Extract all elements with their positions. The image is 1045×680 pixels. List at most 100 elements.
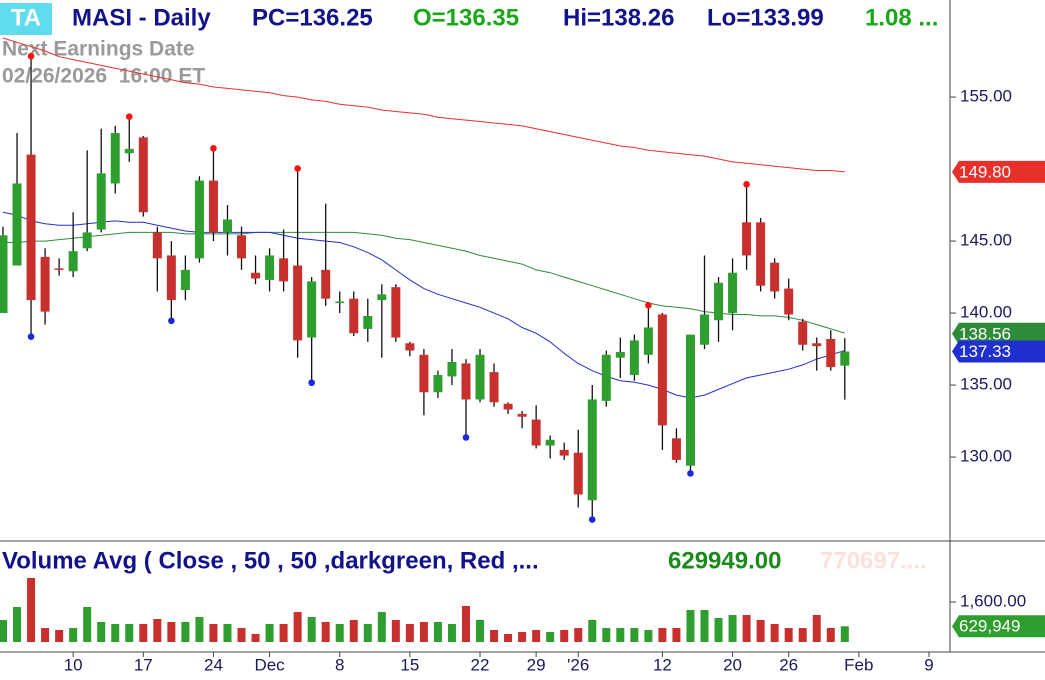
moving-average bbox=[2, 211, 845, 399]
volume-tag-label: 629,949 bbox=[959, 617, 1020, 636]
volume-bar bbox=[546, 632, 555, 642]
volume-bar bbox=[139, 624, 148, 642]
volume-bar bbox=[770, 624, 779, 642]
volume-bar bbox=[391, 620, 400, 642]
prev-close: PC=136.25 bbox=[252, 4, 373, 31]
candle-body bbox=[82, 232, 92, 249]
price-tag bbox=[952, 160, 1045, 183]
candle-body bbox=[124, 148, 134, 154]
volume-bar bbox=[812, 615, 821, 642]
moving-average bbox=[2, 37, 845, 173]
volume-bar bbox=[840, 626, 849, 642]
pivot-dot bbox=[210, 145, 217, 152]
price-tag bbox=[952, 322, 1045, 345]
candle-body bbox=[784, 288, 794, 315]
candle-body bbox=[251, 272, 261, 279]
x-tick-label: 22 bbox=[471, 655, 490, 674]
pivot-dot bbox=[294, 165, 301, 172]
volume-bar bbox=[349, 620, 358, 642]
volume-bar bbox=[41, 628, 50, 642]
pivot-dot bbox=[645, 301, 652, 309]
volume-bar bbox=[476, 620, 485, 642]
badge-bg bbox=[0, 3, 52, 35]
y-tick-label: 135.00 bbox=[960, 375, 1012, 394]
volume-bar bbox=[532, 630, 541, 642]
candle-body bbox=[742, 222, 752, 256]
volume-bar bbox=[644, 630, 653, 642]
volume-bar bbox=[728, 615, 737, 642]
price-tag bbox=[952, 340, 1045, 363]
candle-body bbox=[728, 272, 738, 314]
volume-bar bbox=[518, 632, 527, 642]
candle-body bbox=[68, 251, 78, 272]
volume-bar bbox=[363, 624, 372, 642]
volume-bar bbox=[55, 630, 64, 642]
candle-body bbox=[152, 232, 162, 259]
volume-bar bbox=[405, 624, 414, 642]
candle-body bbox=[573, 452, 583, 495]
y-tick-label: 155.00 bbox=[960, 87, 1012, 106]
volume-bar bbox=[83, 607, 92, 642]
volume-bar bbox=[700, 610, 709, 642]
pivot-dot bbox=[308, 379, 315, 387]
volume-bar bbox=[335, 624, 344, 642]
candle-body bbox=[714, 282, 724, 321]
pivot-dot bbox=[125, 113, 133, 120]
volume-bar bbox=[13, 607, 22, 642]
candle-body bbox=[475, 354, 485, 400]
change: 1.08 ... bbox=[865, 4, 938, 31]
candle-body bbox=[166, 255, 176, 301]
y-tick-label: 145.00 bbox=[960, 231, 1012, 250]
volume-tag bbox=[952, 615, 1045, 638]
volume-bar bbox=[756, 620, 765, 642]
price-tag-label: 149.80 bbox=[959, 162, 1011, 181]
x-tick-label: 10 bbox=[64, 655, 83, 674]
candle-body bbox=[321, 269, 331, 299]
candle-body bbox=[798, 321, 808, 345]
open: O=136.35 bbox=[413, 4, 519, 31]
volume-bar bbox=[27, 578, 36, 642]
candle-body bbox=[391, 287, 401, 338]
earnings-title: Next Earnings Date bbox=[2, 38, 195, 61]
x-tick-label: '26 bbox=[567, 655, 589, 674]
candle-body bbox=[840, 351, 850, 366]
candle-body bbox=[180, 269, 190, 291]
x-tick-label: Feb bbox=[844, 655, 873, 674]
volume-bar bbox=[377, 612, 386, 642]
volume-bar bbox=[153, 619, 162, 642]
x-tick-label: Dec bbox=[254, 655, 285, 674]
pivot-dot bbox=[27, 52, 35, 60]
volume-bar bbox=[251, 634, 260, 642]
volume-bar bbox=[125, 624, 134, 642]
candle-body bbox=[503, 403, 513, 410]
candle-body bbox=[812, 343, 822, 347]
volume-bar bbox=[237, 628, 246, 642]
pivot-dot bbox=[743, 181, 750, 188]
candle-body bbox=[587, 399, 597, 501]
candle-body bbox=[447, 362, 457, 377]
volume-bar bbox=[419, 622, 428, 642]
candle-body bbox=[826, 338, 836, 368]
candle-body bbox=[335, 301, 345, 304]
y-tick-label: 140.00 bbox=[960, 303, 1012, 322]
x-tick-label: 17 bbox=[134, 655, 153, 674]
volume-value: 629949.00 bbox=[668, 547, 781, 574]
candle-body bbox=[685, 334, 695, 466]
high: Hi=138.26 bbox=[563, 4, 674, 31]
candle-body bbox=[349, 298, 359, 334]
candle-body bbox=[517, 413, 527, 417]
volume-bar bbox=[181, 622, 190, 642]
candle-body bbox=[208, 180, 218, 233]
candle-body bbox=[265, 255, 275, 280]
x-tick-label: 24 bbox=[204, 655, 223, 674]
volume-bar bbox=[630, 628, 639, 642]
volume-bar bbox=[798, 628, 807, 642]
candle-body bbox=[545, 439, 555, 446]
volume-avg: 770697.... bbox=[820, 547, 927, 574]
earnings-date: 02/26/2026 16:00 ET bbox=[2, 65, 205, 88]
candle-body bbox=[26, 154, 36, 301]
volume-bar bbox=[560, 630, 569, 642]
candle-body bbox=[377, 294, 387, 301]
